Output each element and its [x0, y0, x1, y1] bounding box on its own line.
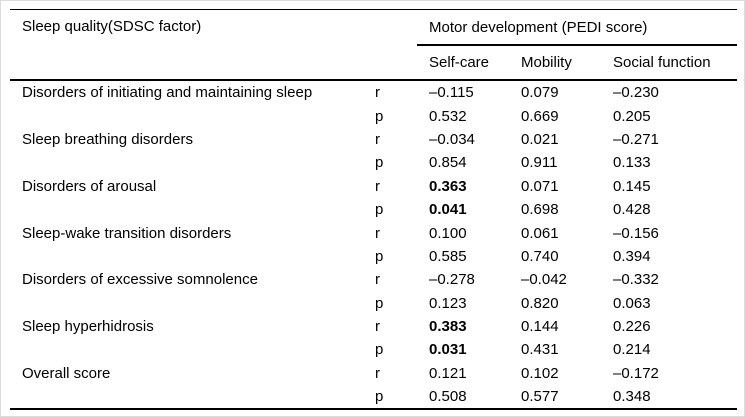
value-cell: 0.669: [521, 107, 559, 125]
factor-cell: [10, 198, 365, 221]
value-cell: 0.698: [521, 201, 559, 219]
value-cell: –0.278: [429, 271, 475, 289]
col-header-social-function: Social function: [601, 45, 737, 81]
value-cell: 0.133: [613, 154, 651, 172]
table-row: Sleep breathing disorders r –0.034 0.021 –0.…: [10, 128, 737, 151]
value-cell: 0.123: [429, 294, 467, 312]
factor-cell: [10, 292, 365, 315]
value-cell: 0.145: [613, 177, 651, 195]
table-row: Disorders of initiating and maintaining …: [10, 80, 737, 104]
value-cell: 0.428: [613, 201, 651, 219]
table-row: p 0.123 0.820 0.063: [10, 292, 737, 315]
value-cell: 0.205: [613, 107, 651, 125]
value-cell: 0.100: [429, 224, 467, 242]
table-row: p 0.854 0.911 0.133: [10, 151, 737, 174]
stat-label-cell: p: [375, 388, 384, 406]
factor-cell: Disorders of initiating and maintaining …: [22, 84, 313, 102]
value-cell: 0.102: [521, 364, 559, 382]
value-cell: –0.332: [613, 271, 659, 289]
value-cell: 0.031: [429, 341, 467, 359]
value-cell: 0.061: [521, 224, 559, 242]
value-cell: 0.348: [613, 388, 651, 406]
value-cell: 0.041: [429, 201, 467, 219]
value-cell: –0.034: [429, 130, 475, 148]
value-cell: –0.115: [429, 84, 474, 102]
table-row: Disorders of excessive somnolence r –0.278…: [10, 268, 737, 291]
value-cell: 0.911: [521, 154, 558, 172]
col-header-mobility: Mobility: [509, 45, 601, 81]
stat-label-cell: p: [375, 154, 384, 172]
value-cell: 0.577: [521, 388, 559, 406]
correlation-table: Sleep quality(SDSC factor) Motor develop…: [10, 9, 737, 411]
value-cell: 0.585: [429, 247, 467, 265]
table-row: Sleep hyperhidrosis r 0.383 0.144 0.226: [10, 315, 737, 338]
stat-label-cell: r: [375, 364, 380, 382]
value-cell: 0.394: [613, 247, 651, 265]
stat-label-cell: p: [375, 294, 384, 312]
stat-label-cell: r: [375, 84, 380, 102]
value-cell: 0.079: [521, 84, 559, 102]
value-cell: 0.063: [613, 294, 651, 312]
factor-cell: [10, 151, 365, 174]
value-cell: –0.271: [613, 130, 659, 148]
table-header: Sleep quality(SDSC factor) Motor develop…: [10, 9, 737, 81]
header-row-top: Sleep quality(SDSC factor) Motor develop…: [10, 9, 737, 81]
value-cell: –0.042: [521, 271, 567, 289]
factor-cell: Sleep breathing disorders: [22, 130, 193, 148]
value-cell: 0.226: [613, 318, 651, 336]
stat-label-cell: p: [375, 107, 384, 125]
factor-cell: Sleep-wake transition disorders: [22, 224, 232, 242]
value-cell: 0.740: [521, 247, 559, 265]
factor-cell: Disorders of excessive somnolence: [22, 271, 258, 289]
value-cell: 0.431: [521, 341, 559, 359]
table-body: Disorders of initiating and maintaining …: [10, 80, 737, 409]
factor-cell: Overall score: [22, 364, 111, 382]
stat-label-cell: r: [375, 130, 380, 148]
factor-cell: [10, 104, 365, 127]
value-cell: 0.383: [429, 318, 467, 336]
table-row: p 0.532 0.669 0.205: [10, 104, 737, 127]
table-row: Disorders of arousal r 0.363 0.071 0.145: [10, 175, 737, 198]
col-header-self-care: Self-care: [417, 45, 509, 81]
factor-cell: [10, 245, 365, 268]
value-cell: 0.363: [429, 177, 467, 195]
value-cell: 0.214: [613, 341, 651, 359]
factor-cell: Sleep hyperhidrosis: [22, 318, 154, 336]
value-cell: 0.820: [521, 294, 559, 312]
stat-label-cell: p: [375, 201, 384, 219]
stat-label-cell: r: [375, 271, 380, 289]
table-row: Overall score r 0.121 0.102 –0.172: [10, 362, 737, 385]
stat-label-cell: p: [375, 247, 384, 265]
factor-cell: [10, 385, 365, 409]
factor-cell: Disorders of arousal: [22, 177, 157, 195]
table-row: p 0.508 0.577 0.348: [10, 385, 737, 409]
value-cell: 0.508: [429, 388, 467, 406]
table-row: p 0.031 0.431 0.214: [10, 338, 737, 361]
factor-cell: [10, 338, 365, 361]
table-row: p 0.041 0.698 0.428: [10, 198, 737, 221]
value-cell: –0.156: [613, 224, 659, 242]
col-group-header-motor-development: Motor development (PEDI score): [417, 9, 737, 46]
value-cell: 0.532: [429, 107, 467, 125]
value-cell: –0.172: [613, 364, 659, 382]
value-cell: 0.144: [521, 318, 559, 336]
stat-label-cell: r: [375, 224, 380, 242]
value-cell: –0.230: [613, 84, 659, 102]
stat-label-cell: r: [375, 177, 380, 195]
table-row: p 0.585 0.740 0.394: [10, 245, 737, 268]
col-header-sleep-quality: Sleep quality(SDSC factor): [10, 9, 417, 81]
header-row-sub: Self-care Mobility Social function: [10, 45, 737, 81]
value-cell: 0.121: [429, 364, 467, 382]
table-row: Sleep-wake transition disorders r 0.100 0.0…: [10, 221, 737, 244]
value-cell: 0.854: [429, 154, 467, 172]
value-cell: 0.021: [521, 130, 559, 148]
stat-label-cell: r: [375, 318, 380, 336]
value-cell: 0.071: [521, 177, 559, 195]
stat-label-cell: p: [375, 341, 384, 359]
